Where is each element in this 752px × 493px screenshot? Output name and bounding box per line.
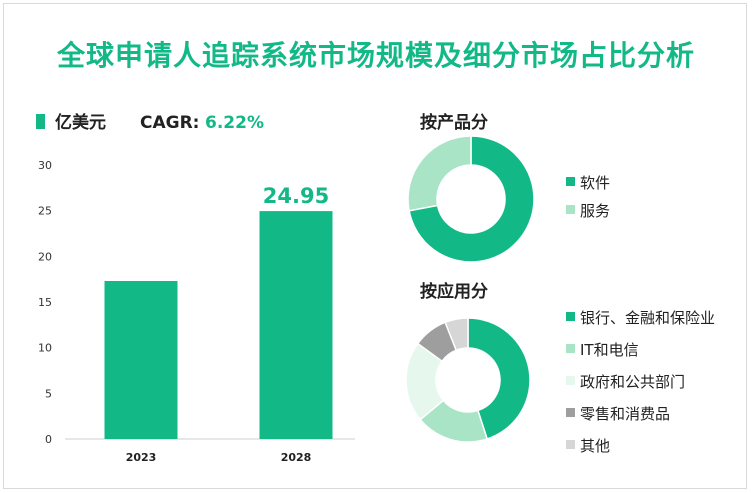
cagr-value: 6.22% <box>205 113 264 133</box>
legend-swatch <box>566 205 575 214</box>
y-tick-label: 20 <box>38 250 52 263</box>
legend-swatch <box>566 408 575 417</box>
pie-slice-0 <box>467 317 531 440</box>
x-tick-label: 2028 <box>281 451 312 464</box>
bar-legend-swatch <box>36 114 45 129</box>
page-title: 全球申请人追踪系统市场规模及细分市场占比分析 <box>56 39 695 72</box>
legend-swatch <box>566 344 575 353</box>
y-tick-label: 15 <box>38 296 52 309</box>
legend-swatch <box>566 376 575 385</box>
pie-product-title: 按产品分 <box>420 112 488 133</box>
y-tick-label: 5 <box>45 387 52 400</box>
legend-swatch <box>566 177 575 186</box>
cagr-label: CAGR: <box>140 113 199 133</box>
legend-label: 软件 <box>580 174 610 192</box>
legend-label: 银行、金融和保险业 <box>580 309 715 327</box>
x-tick-label: 2023 <box>126 451 157 464</box>
bar-data-label: 24.95 <box>263 184 329 208</box>
y-tick-label: 10 <box>38 342 52 355</box>
bar-legend-label: 亿美元 <box>55 112 106 133</box>
pie-application-title: 按应用分 <box>420 281 488 302</box>
y-tick-label: 30 <box>38 159 52 172</box>
legend-label: 政府和公共部门 <box>580 373 685 391</box>
legend-label: IT和电信 <box>580 341 639 359</box>
y-tick-label: 0 <box>45 433 52 446</box>
pie-slice-4 <box>444 317 469 352</box>
legend-swatch <box>566 440 575 449</box>
legend-label: 服务 <box>580 202 610 220</box>
legend-label: 零售和消费品 <box>580 405 670 423</box>
bar-2023 <box>104 280 178 439</box>
y-tick-label: 25 <box>38 205 52 218</box>
bar-2028 <box>259 211 333 439</box>
legend-swatch <box>566 312 575 321</box>
pie-slice-0 <box>408 135 535 263</box>
pie-slice-1 <box>407 135 472 212</box>
legend-label: 其他 <box>580 437 610 455</box>
